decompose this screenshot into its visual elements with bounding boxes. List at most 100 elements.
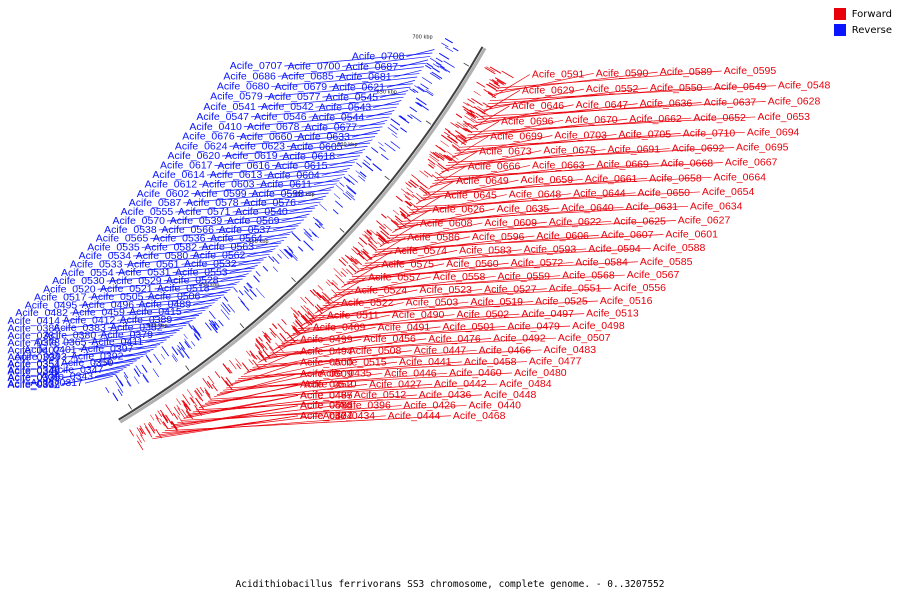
gene-label: Acife_0598	[251, 188, 304, 200]
gene-label: Acife_0662	[629, 113, 682, 125]
forward-gene-feature	[471, 97, 483, 106]
reverse-gene-feature	[440, 65, 451, 73]
gene-label: Acife_0606	[536, 230, 589, 242]
gene-label: Acife_0661	[585, 173, 638, 185]
reverse-gene-feature	[390, 118, 401, 126]
leader-line	[211, 281, 240, 289]
gene-label: Acife_0483	[544, 344, 597, 356]
leader-line	[294, 126, 383, 138]
leader-line	[454, 134, 617, 154]
gene-label: Acife_0427	[369, 378, 422, 390]
leader-line	[213, 373, 299, 398]
gene-label: Acife_0490	[392, 309, 445, 321]
reverse-gene-feature	[208, 311, 216, 320]
forward-gene-feature	[377, 241, 383, 247]
gene-label: Acife_0480	[514, 367, 567, 379]
forward-gene-feature	[452, 145, 463, 154]
leader-line	[174, 312, 203, 321]
gene-label: Acife_0629	[522, 84, 575, 96]
forward-gene-feature	[225, 380, 233, 391]
gene-label: Acife_0615	[275, 160, 328, 172]
forward-gene-feature	[173, 406, 181, 416]
leader-line	[256, 174, 345, 185]
leader-line	[297, 195, 327, 204]
leader-line	[231, 362, 333, 384]
forward-gene-feature	[364, 231, 373, 239]
reverse-gene-feature	[305, 231, 312, 238]
forward-gene-feature	[177, 407, 186, 419]
gene-label: Acife_0675	[543, 145, 596, 157]
gene-label: Acife_0365	[34, 337, 87, 349]
forward-gene-feature	[446, 151, 459, 160]
forward-gene-feature	[488, 82, 500, 90]
reverse-gene-feature	[233, 287, 238, 293]
forward-gene-feature	[202, 378, 211, 389]
gene-label: Acife_0477	[529, 356, 582, 368]
forward-gene-feature	[258, 336, 263, 342]
gene-label: Acife_0517	[34, 291, 87, 303]
gene-label: Acife_0389	[120, 314, 173, 326]
reverse-gene-feature	[291, 252, 298, 259]
reverse-gene-feature	[297, 246, 304, 252]
forward-gene-feature	[199, 386, 205, 393]
reverse-gene-feature	[346, 190, 354, 198]
gene-label: Acife_0695	[736, 142, 789, 154]
reverse-gene-feature	[435, 57, 443, 63]
forward-gene-feature	[416, 193, 426, 201]
forward-gene-feature	[381, 213, 387, 219]
leader-line	[279, 145, 368, 157]
forward-swatch	[833, 8, 846, 20]
forward-gene-feature	[355, 247, 364, 255]
leader-line	[95, 369, 124, 377]
gene-label: Acife_0660	[240, 131, 293, 143]
forward-gene-feature	[269, 347, 278, 357]
reverse-gene-feature	[443, 60, 455, 68]
gene-label: Acife_0577	[268, 91, 321, 103]
forward-gene-feature	[493, 82, 500, 87]
leader-line	[467, 117, 692, 136]
forward-gene-feature	[255, 340, 265, 351]
forward-gene-feature	[412, 194, 420, 201]
reverse-gene-feature	[176, 348, 184, 359]
forward-gene-feature	[136, 434, 142, 444]
gene-label: Acife_0456	[363, 333, 416, 345]
leader-line	[61, 371, 120, 386]
gene-label: Acife_0700	[288, 60, 341, 72]
forward-gene-feature	[144, 426, 153, 438]
tick-mark	[463, 62, 470, 67]
forward-gene-feature	[475, 112, 485, 119]
forward-gene-feature	[476, 81, 486, 88]
forward-gene-feature	[394, 215, 403, 223]
leader-line	[393, 69, 422, 78]
forward-gene-feature	[159, 418, 165, 427]
leader-line	[452, 135, 553, 157]
gene-label: Acife_0680	[217, 81, 270, 93]
gene-label: Acife_0503	[406, 297, 459, 309]
reverse-gene-feature	[240, 300, 250, 311]
forward-gene-feature	[292, 321, 298, 328]
gene-label: Acife_0351	[7, 358, 60, 370]
gene-label: Acife_0563	[202, 241, 255, 253]
leader-line	[183, 304, 212, 313]
gene-label: Acife_0549	[714, 81, 767, 93]
forward-gene-feature	[340, 271, 347, 277]
forward-gene-feature	[455, 137, 466, 146]
gene-label: Acife_0537	[219, 224, 272, 236]
reverse-gene-feature	[152, 368, 160, 378]
leader-line	[229, 133, 378, 147]
leader-line	[330, 276, 431, 299]
gene-label: Acife_0317	[30, 377, 83, 389]
gene-label: Acife_0394	[7, 352, 60, 364]
gene-label: Acife_0514	[300, 400, 353, 412]
leader-line	[154, 327, 184, 336]
forward-gene-feature	[265, 341, 274, 351]
leader-line	[198, 236, 287, 248]
leader-line	[174, 405, 337, 425]
gene-label: Acife_0678	[247, 121, 300, 133]
leader-line	[158, 216, 307, 231]
gene-label: Acife_0633	[297, 131, 350, 143]
leader-line	[473, 104, 574, 127]
reverse-gene-feature	[204, 322, 212, 331]
forward-gene-feature	[408, 181, 417, 189]
